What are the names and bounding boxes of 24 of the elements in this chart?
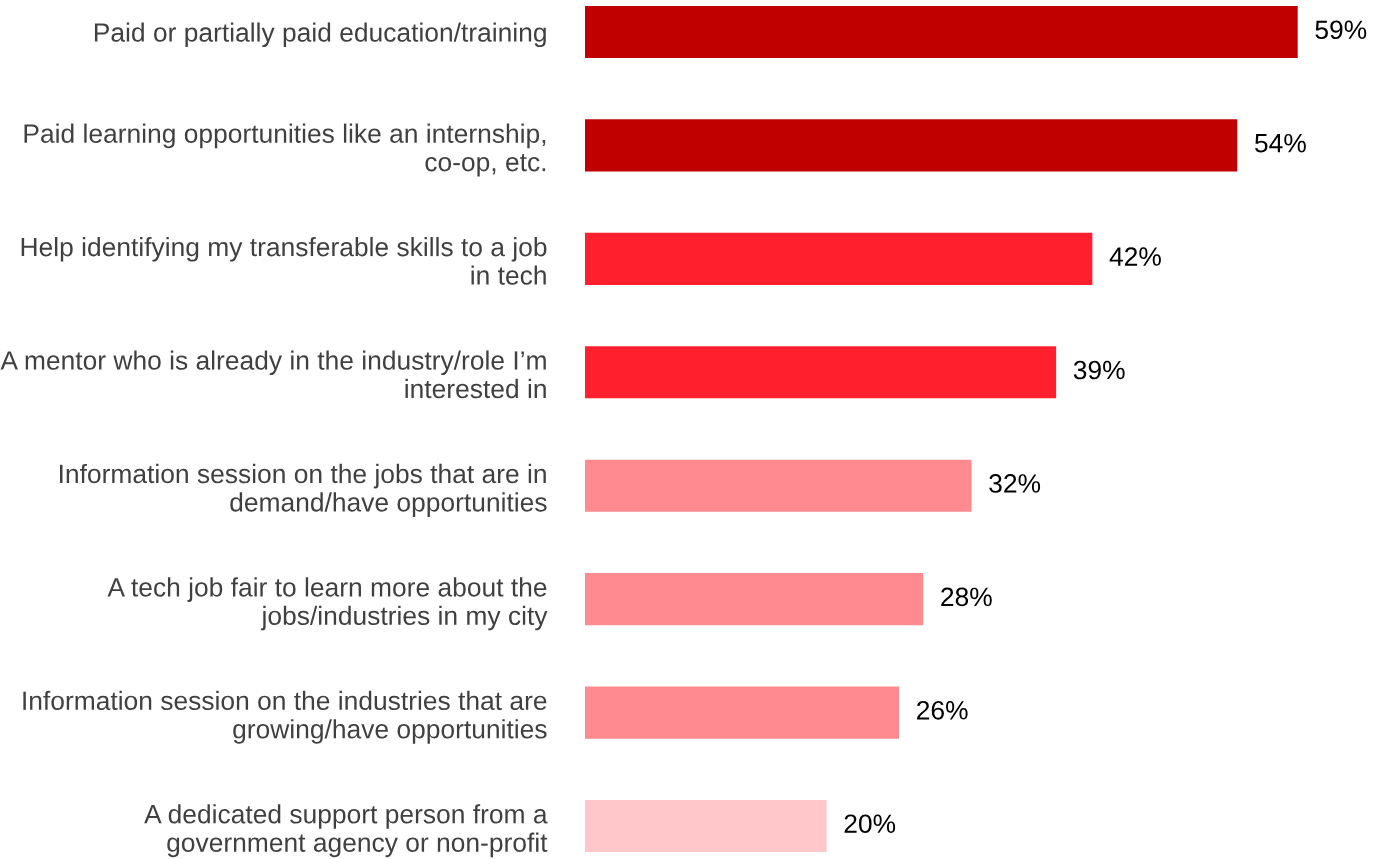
- bar: [585, 119, 1238, 172]
- data-label: 26%: [917, 700, 968, 720]
- data-label: 39%: [1073, 360, 1125, 380]
- bar: [585, 799, 827, 853]
- data-label: 42%: [1109, 247, 1161, 266]
- data-label: 59%: [1315, 20, 1367, 40]
- bar: [585, 232, 1093, 285]
- data-label: 20%: [844, 814, 896, 834]
- bar: [585, 5, 1298, 59]
- bar: [585, 573, 924, 626]
- y-tick-label: A dedicated support person from a government agency or non-profit: [144, 804, 548, 858]
- y-tick-label: A mentor who is already in the industry/role I’m interested in: [0, 350, 546, 399]
- bar: [585, 346, 1057, 399]
- bar: [585, 459, 972, 512]
- y-tick-label: Information session on the industries that are growing/have opportunities: [23, 690, 547, 744]
- data-label: 28%: [941, 587, 992, 607]
- y-tick-label: Information session on the jobs that are in demand/have opportunities: [60, 463, 547, 517]
- bar: [585, 686, 900, 739]
- y-tick-label: A tech job fair to learn more about the jobs/industries in my city: [107, 577, 548, 631]
- data-label: 54%: [1255, 133, 1306, 153]
- y-tick-label: Help identifying my transferable skills to a job in tech: [21, 237, 547, 285]
- data-label: 32%: [989, 474, 1041, 493]
- y-tick-label: Paid learning opportunities like an internship, co-op, etc.: [24, 123, 546, 177]
- y-tick-label: Paid or partially paid education/training: [94, 22, 546, 48]
